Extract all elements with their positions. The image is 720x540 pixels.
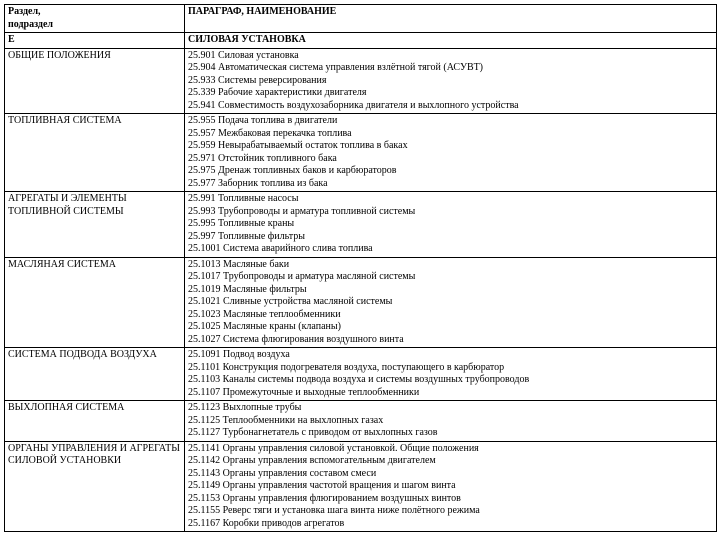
header-left-line1: Раздел, [8, 6, 181, 19]
section-items-3: 25.1013 Масляные баки25.1017 Трубопровод… [185, 257, 717, 348]
item-line: 25.1123 Выхлопные трубы [188, 402, 713, 415]
section-items-6: 25.1141 Органы управления силовой устано… [185, 441, 717, 532]
item-line: 25.1023 Масляные теплообменники [188, 309, 713, 322]
section-title-5: ВЫХЛОПНАЯ СИСТЕМА [5, 401, 185, 442]
item-line: 25.991 Топливные насосы [188, 193, 713, 206]
item-line: 25.995 Топливные краны [188, 218, 713, 231]
section-title-0: ОБЩИЕ ПОЛОЖЕНИЯ [5, 48, 185, 114]
item-line: 25.1155 Реверс тяги и установка шага вин… [188, 505, 713, 518]
item-line: 25.975 Дренаж топливных баков и карбюрат… [188, 165, 713, 178]
item-line: 25.1103 Каналы системы подвода воздуха и… [188, 374, 713, 387]
item-line: 25.957 Межбаковая перекачка топлива [188, 128, 713, 141]
section-title-4: СИСТЕМА ПОДВОДА ВОЗДУХА [5, 348, 185, 401]
item-line: 25.933 Системы реверсирования [188, 75, 713, 88]
item-line: 25.1021 Сливные устройства масляной сист… [188, 296, 713, 309]
item-line: 25.1013 Масляные баки [188, 259, 713, 272]
item-line: 25.997 Топливные фильтры [188, 231, 713, 244]
item-line: 25.1025 Масляные краны (клапаны) [188, 321, 713, 334]
section-title-6: ОРГАНЫ УПРАВЛЕНИЯ И АГРЕГАТЫ СИЛОВОЙ УСТ… [5, 441, 185, 532]
item-line: 25.941 Совместимость воздухозаборника дв… [188, 100, 713, 113]
item-line: 25.993 Трубопроводы и арматура топливной… [188, 206, 713, 219]
item-line: 25.1091 Подвод воздуха [188, 349, 713, 362]
item-line: 25.901 Силовая установка [188, 50, 713, 63]
section-items-5: 25.1123 Выхлопные трубы25.1125 Теплообме… [185, 401, 717, 442]
item-line: 25.904 Автоматическая система управления… [188, 62, 713, 75]
item-line: 25.1127 Турбонагнетатель с приводом от в… [188, 427, 713, 440]
item-line: 25.1149 Органы управления частотой враще… [188, 480, 713, 493]
section-title-3: МАСЛЯНАЯ СИСТЕМА [5, 257, 185, 348]
item-line: 25.1101 Конструкция подогревателя воздух… [188, 362, 713, 375]
row-e-left: Е [5, 33, 185, 49]
item-line: 25.977 Заборник топлива из бака [188, 178, 713, 191]
section-title-1: ТОПЛИВНАЯ СИСТЕМА [5, 114, 185, 192]
section-items-4: 25.1091 Подвод воздуха25.1101 Конструкци… [185, 348, 717, 401]
item-line: 25.1019 Масляные фильтры [188, 284, 713, 297]
header-right-cell: ПАРАГРАФ, НАИМЕНОВАНИЕ [185, 5, 717, 33]
item-line: 25.1141 Органы управления силовой устано… [188, 443, 713, 456]
spec-table: Раздел,подразделПАРАГРАФ, НАИМЕНОВАНИЕЕС… [4, 4, 717, 532]
item-line: 25.1001 Система аварийного слива топлива [188, 243, 713, 256]
item-line: 25.1143 Органы управления составом смеси [188, 468, 713, 481]
item-line: 25.1017 Трубопроводы и арматура масляной… [188, 271, 713, 284]
item-line: 25.971 Отстойник топливного бака [188, 153, 713, 166]
item-line: 25.339 Рабочие характеристики двигателя [188, 87, 713, 100]
item-line: 25.1125 Теплообменники на выхлопных газа… [188, 415, 713, 428]
item-line: 25.1142 Органы управления вспомогательны… [188, 455, 713, 468]
item-line: 25.959 Невырабатываемый остаток топлива … [188, 140, 713, 153]
item-line: 25.1107 Промежуточные и выходные теплооб… [188, 387, 713, 400]
section-items-1: 25.955 Подача топлива в двигатели25.957 … [185, 114, 717, 192]
row-e-right: СИЛОВАЯ УСТАНОВКА [185, 33, 717, 49]
header-left-cell: Раздел,подраздел [5, 5, 185, 33]
section-title-2: АГРЕГАТЫ И ЭЛЕМЕНТЫ ТОПЛИВНОЙ СИСТЕМЫ [5, 192, 185, 258]
item-line: 25.1027 Система флюгирования воздушного … [188, 334, 713, 347]
item-line: 25.1153 Органы управления флюгированием … [188, 493, 713, 506]
section-items-0: 25.901 Силовая установка25.904 Автоматич… [185, 48, 717, 114]
item-line: 25.955 Подача топлива в двигатели [188, 115, 713, 128]
section-items-2: 25.991 Топливные насосы25.993 Трубопрово… [185, 192, 717, 258]
item-line: 25.1167 Коробки приводов агрегатов [188, 518, 713, 531]
header-left-line2: подраздел [8, 19, 181, 32]
